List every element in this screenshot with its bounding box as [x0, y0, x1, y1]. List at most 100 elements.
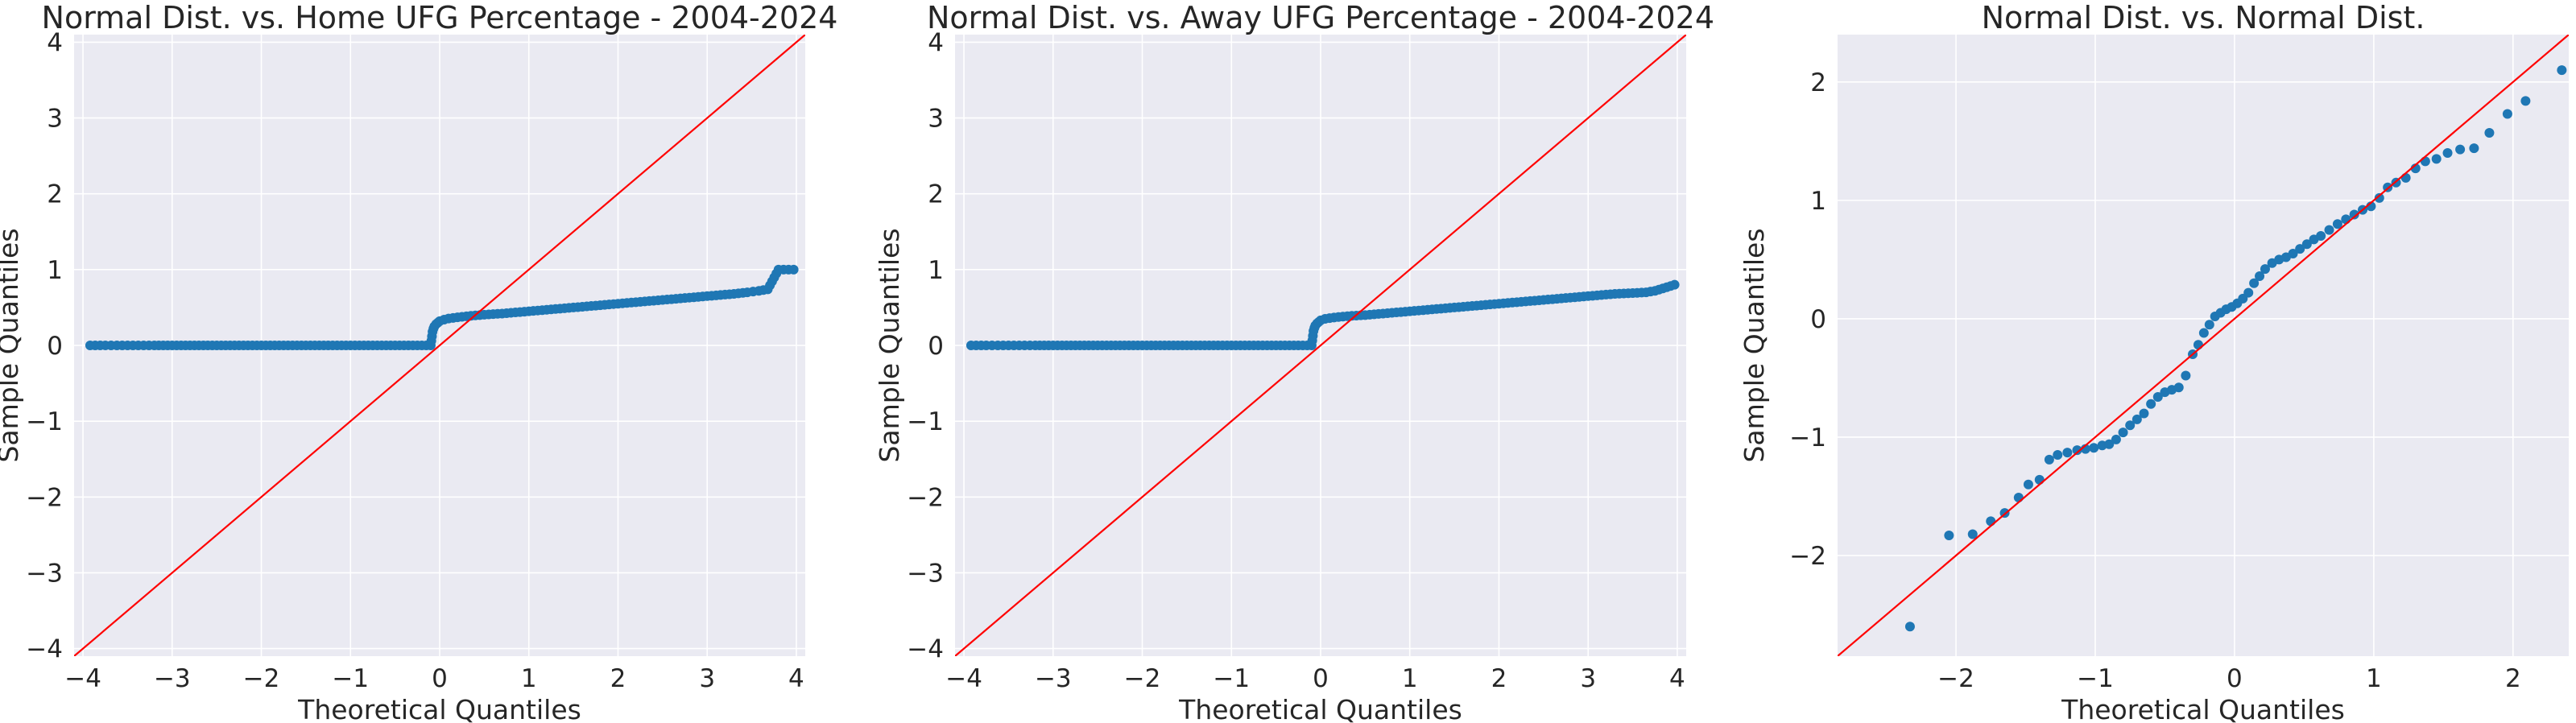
data-point — [1449, 302, 1460, 312]
data-point — [1944, 531, 1954, 541]
data-point — [1102, 341, 1112, 350]
y-tick-label: −4 — [26, 635, 63, 664]
data-point — [2324, 225, 2334, 235]
data-point — [2442, 148, 2453, 159]
x-tick-label: 0 — [2227, 664, 2243, 693]
reference-line — [74, 35, 805, 656]
data-point — [2104, 439, 2115, 449]
y-tick-label: 2 — [1810, 68, 1826, 97]
data-point — [1904, 622, 1915, 632]
y-tick-label: 3 — [47, 105, 63, 134]
data-point — [2349, 209, 2359, 220]
data-point — [2288, 249, 2298, 259]
data-point — [1467, 301, 1478, 312]
data-point — [754, 286, 764, 296]
data-point — [2072, 445, 2082, 456]
data-point — [2173, 382, 2184, 393]
y-tick-label: 4 — [47, 28, 63, 57]
data-point — [1556, 293, 1566, 304]
y-tick-label: 2 — [47, 180, 63, 209]
data-point — [85, 341, 95, 350]
data-point — [274, 341, 284, 350]
data-point — [1538, 295, 1548, 305]
data-point — [2332, 219, 2342, 229]
data-point — [981, 341, 991, 350]
data-point — [238, 341, 249, 350]
data-point — [1485, 300, 1495, 310]
data-point — [622, 298, 632, 308]
data-point — [2013, 492, 2024, 502]
y-tick-label: 3 — [928, 105, 944, 134]
data-point — [1209, 341, 1219, 350]
data-point — [742, 287, 753, 298]
y-tick-label: −1 — [26, 407, 63, 436]
data-point — [1048, 341, 1058, 350]
y-tick-label: 2 — [928, 180, 944, 209]
x-tick-label: 0 — [432, 664, 448, 693]
data-point — [465, 311, 476, 321]
data-point — [122, 341, 133, 350]
data-point — [399, 341, 409, 350]
data-point — [2062, 448, 2073, 458]
data-point — [345, 341, 356, 350]
data-point — [133, 341, 143, 350]
y-tick-label: −1 — [1789, 423, 1826, 452]
data-point — [586, 301, 597, 312]
data-point — [1280, 341, 1290, 350]
data-point — [729, 288, 739, 299]
reference-line — [1838, 35, 2569, 656]
data-point — [2502, 109, 2512, 119]
data-point — [149, 341, 159, 350]
data-point — [1627, 288, 1638, 299]
data-point — [1190, 341, 1201, 350]
data-point — [479, 309, 490, 320]
data-point — [2341, 214, 2351, 225]
x-tick-label: 1 — [1402, 664, 1418, 693]
x-axis-label: Theoretical Quantiles — [1178, 694, 1462, 723]
data-point — [292, 341, 302, 350]
x-axis-label: Theoretical Quantiles — [297, 694, 581, 723]
data-point — [2455, 144, 2466, 155]
y-tick-label: −3 — [26, 559, 63, 588]
x-tick-label: 4 — [1669, 664, 1685, 693]
data-point — [2431, 154, 2442, 164]
data-point — [363, 341, 374, 350]
data-point — [1137, 341, 1147, 350]
data-point — [2420, 156, 2430, 167]
data-point — [167, 341, 177, 350]
data-point — [2181, 370, 2191, 381]
data-point — [1306, 341, 1317, 350]
data-point — [112, 341, 122, 350]
data-point — [657, 295, 668, 305]
y-tick-label: 0 — [928, 332, 944, 361]
data-point — [2295, 244, 2305, 254]
data-point — [1065, 341, 1076, 350]
data-point — [2301, 239, 2312, 250]
x-tick-label: 3 — [699, 664, 715, 693]
data-point — [2152, 391, 2163, 402]
data-point — [1084, 341, 1094, 350]
data-point — [993, 341, 1003, 350]
data-marks — [74, 35, 805, 656]
chart-title: Normal Dist. vs. Away UFG Percentage - 2… — [927, 0, 1714, 35]
y-tick-label: −2 — [907, 483, 944, 512]
data-point — [203, 341, 213, 350]
data-point — [1360, 310, 1371, 320]
data-point — [763, 284, 773, 295]
x-tick-label: 1 — [521, 664, 537, 693]
data-point — [2557, 65, 2567, 76]
data-point — [773, 264, 784, 275]
data-point — [639, 296, 650, 307]
data-point — [711, 290, 722, 300]
x-tick-label: 0 — [1313, 664, 1329, 693]
x-tick-label: −1 — [1213, 664, 1250, 693]
x-tick-label: 2 — [2505, 664, 2521, 693]
data-point — [1610, 288, 1620, 299]
data-point — [1119, 341, 1130, 350]
data-point — [1431, 304, 1441, 314]
y-tick-label: 1 — [1810, 187, 1826, 216]
data-point — [965, 341, 976, 350]
x-tick-label: 2 — [610, 664, 626, 693]
